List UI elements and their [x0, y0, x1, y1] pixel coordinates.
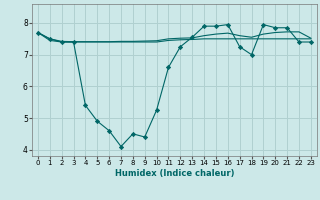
X-axis label: Humidex (Indice chaleur): Humidex (Indice chaleur) [115, 169, 234, 178]
